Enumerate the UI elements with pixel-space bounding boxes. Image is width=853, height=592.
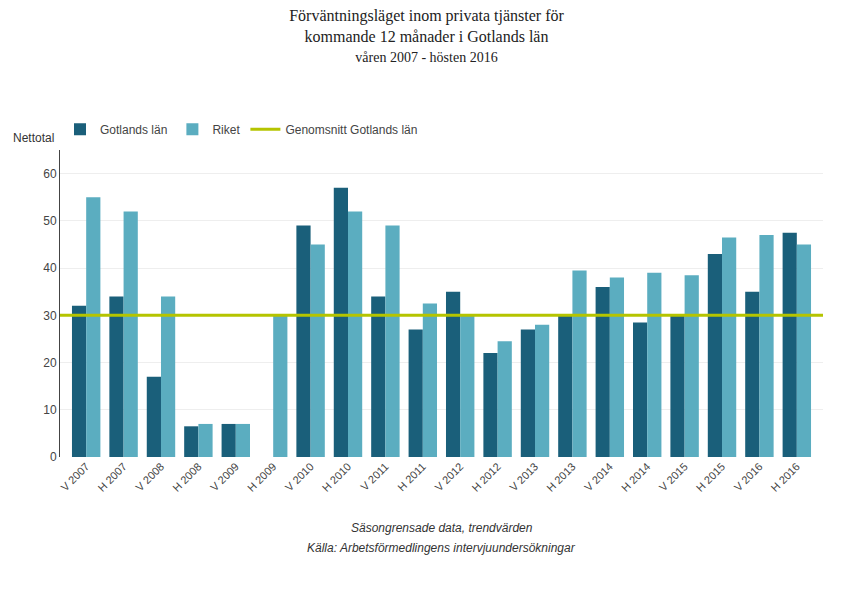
svg-text:50: 50 (43, 214, 57, 228)
svg-text:H 2014: H 2014 (619, 460, 653, 494)
svg-text:Nettotal: Nettotal (13, 131, 54, 145)
svg-text:H 2009: H 2009 (245, 460, 279, 494)
svg-text:V 2012: V 2012 (432, 460, 465, 493)
svg-text:H 2015: H 2015 (694, 460, 728, 494)
svg-text:V 2008: V 2008 (133, 460, 166, 493)
svg-text:Källa: Arbetsförmedlingens int: Källa: Arbetsförmedlingens intervjuunder… (307, 541, 576, 555)
svg-text:20: 20 (43, 356, 57, 370)
svg-text:H 2013: H 2013 (544, 460, 578, 494)
svg-text:V 2007: V 2007 (58, 460, 91, 493)
svg-text:V 2010: V 2010 (283, 460, 316, 493)
svg-text:Riket: Riket (212, 123, 240, 137)
svg-text:0: 0 (50, 450, 57, 464)
svg-text:H 2012: H 2012 (469, 460, 503, 494)
svg-text:V 2011: V 2011 (358, 460, 391, 493)
svg-text:V 2013: V 2013 (507, 460, 540, 493)
svg-text:Förväntningsläget inom privata: Förväntningsläget inom privata tjänster … (289, 7, 564, 66)
svg-text:H 2011: H 2011 (395, 460, 428, 493)
svg-text:10: 10 (43, 403, 57, 417)
svg-text:30: 30 (43, 309, 57, 323)
svg-text:V 2014: V 2014 (582, 460, 615, 493)
svg-text:Genomsnitt Gotlands län: Genomsnitt Gotlands län (285, 123, 417, 137)
svg-text:H 2007: H 2007 (95, 460, 129, 494)
svg-text:V 2015: V 2015 (657, 460, 690, 493)
svg-text:H 2008: H 2008 (170, 460, 204, 494)
svg-text:Gotlands län: Gotlands län (100, 123, 167, 137)
svg-text:Säsongrensade data, trendvärde: Säsongrensade data, trendvärden (351, 521, 533, 535)
svg-text:V 2009: V 2009 (208, 460, 241, 493)
svg-text:H 2010: H 2010 (320, 460, 354, 494)
svg-text:60: 60 (43, 167, 57, 181)
svg-text:V 2016: V 2016 (732, 460, 765, 493)
svg-text:H 2016: H 2016 (769, 460, 803, 494)
svg-text:40: 40 (43, 261, 57, 275)
